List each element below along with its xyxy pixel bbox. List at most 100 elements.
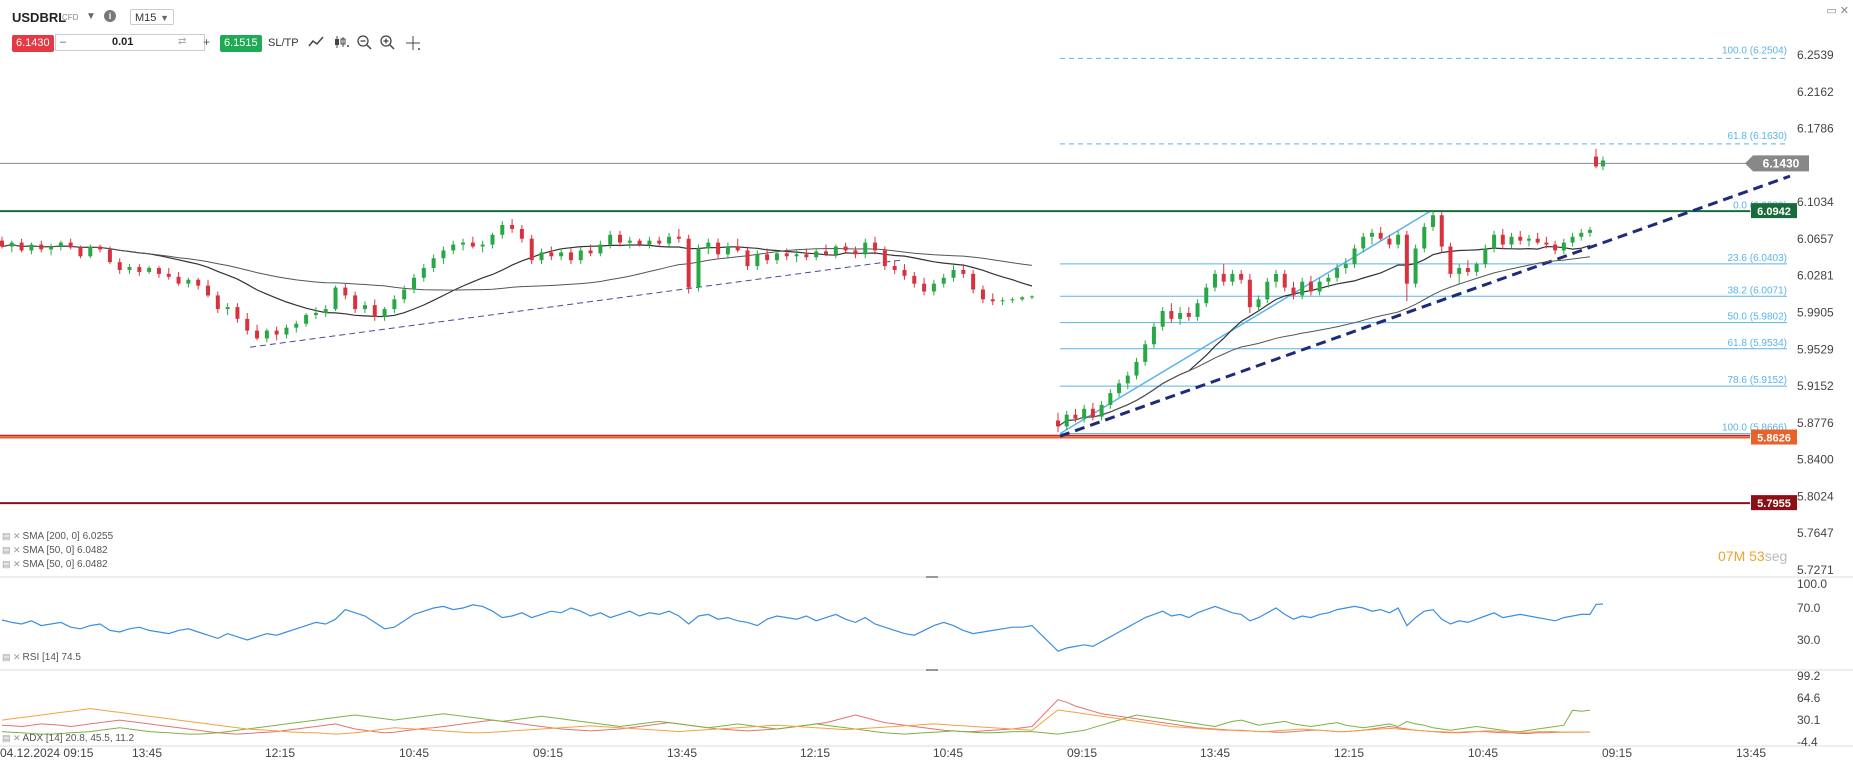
candle <box>814 248 819 261</box>
symbol-name[interactable]: USDBRL <box>12 10 67 25</box>
zoom-in-icon[interactable] <box>380 35 395 50</box>
increase-button[interactable]: + <box>203 35 211 49</box>
candle-body <box>1265 281 1270 300</box>
x-tick-label: 04.12.2024 09:15 <box>0 746 94 760</box>
candle-body <box>1343 264 1348 269</box>
candle-body <box>843 246 848 251</box>
candle <box>1317 277 1322 296</box>
sma-200-legend[interactable]: ▤ ✕ SMA [200, 0] 6.0255 <box>2 531 114 542</box>
candle <box>843 242 848 253</box>
candle <box>294 320 299 333</box>
candle-body <box>1431 215 1436 227</box>
candle <box>1601 156 1605 171</box>
candle <box>598 240 603 257</box>
candle <box>196 277 201 290</box>
candle <box>863 238 868 259</box>
candle-body <box>745 250 750 267</box>
sma-50-legend-2[interactable]: ▤ ✕ SMA [50, 0] 6.0482 <box>2 559 108 570</box>
candle <box>1151 322 1156 349</box>
decrease-button[interactable]: – <box>60 36 67 48</box>
line-chart-icon[interactable] <box>308 35 324 49</box>
candle <box>1186 307 1191 321</box>
sma-50-legend[interactable]: ▤ ✕ SMA [50, 0] 6.0482 <box>2 545 108 556</box>
candle-body <box>1474 264 1479 272</box>
candle-body <box>1178 312 1183 319</box>
candle <box>490 232 495 249</box>
candle-body <box>1160 311 1165 327</box>
price-level-tag <box>1751 203 1797 219</box>
candle <box>1265 277 1270 304</box>
candle-body <box>755 254 760 267</box>
candle-body <box>333 287 338 310</box>
candle <box>1056 412 1060 433</box>
timeframe-select[interactable]: M15 ▼ <box>130 9 174 25</box>
candle <box>206 279 210 298</box>
crosshair-icon[interactable] <box>405 35 421 51</box>
candle <box>578 246 583 265</box>
window-controls[interactable]: ▭ ✕ <box>1826 5 1849 17</box>
candle-body <box>107 249 112 263</box>
rsi-legend[interactable]: ▤ ✕ RSI [14] 74.5 <box>2 652 81 663</box>
candle <box>313 307 318 319</box>
zoom-out-icon[interactable] <box>357 35 372 50</box>
candle <box>824 244 828 257</box>
swap-icon[interactable]: ⇄ <box>178 36 187 47</box>
candle-body <box>637 240 642 245</box>
candle-body <box>1518 236 1523 241</box>
candle-body <box>304 314 309 324</box>
fib-extension-label: 100.0 (6.2504) <box>1722 45 1787 56</box>
candle <box>412 273 416 294</box>
x-tick-label: 12:15 <box>265 746 295 760</box>
candle <box>1448 242 1453 278</box>
quantity-input[interactable]: 0.01 <box>112 36 134 48</box>
candle-body <box>225 307 230 310</box>
buy-price-button[interactable]: 6.1515 <box>220 35 262 52</box>
candle-body <box>529 238 534 261</box>
adx-legend[interactable]: ▤ ✕ ADX [14] 20.8, 45.5, 11.2 <box>2 733 135 744</box>
candle <box>971 269 976 294</box>
candle-body <box>1500 234 1505 245</box>
rsi-tick-label: 100.0 <box>1797 577 1827 591</box>
candle-body <box>480 244 485 247</box>
sltp-button[interactable]: SL/TP <box>268 37 299 49</box>
candle <box>1396 230 1401 249</box>
candle-body <box>1317 281 1322 292</box>
info-icon[interactable]: i <box>104 10 116 22</box>
candle <box>931 279 936 296</box>
candle-body <box>186 279 191 284</box>
candle-body <box>1601 160 1605 167</box>
fib-retracement-label: 38.2 (6.0071) <box>1728 285 1788 296</box>
candle <box>1178 307 1183 325</box>
candle-body <box>1125 375 1130 384</box>
candle-body <box>215 295 220 310</box>
quantity-stepper[interactable]: – 0.01 ⇄ <box>55 34 205 51</box>
x-tick-label: 12:15 <box>800 746 830 760</box>
candle-body <box>1300 281 1305 296</box>
candle <box>147 266 152 274</box>
x-tick-label: 10:45 <box>1468 746 1498 760</box>
candle-body <box>922 283 927 292</box>
sell-price-button[interactable]: 6.1430 <box>12 35 54 52</box>
x-tick-label: 13:45 <box>1200 746 1230 760</box>
candle <box>1465 260 1470 276</box>
rsi-tick-label: 30.0 <box>1797 633 1821 647</box>
candle-body <box>1544 242 1549 245</box>
candles-icon[interactable] <box>334 35 350 49</box>
caret-down-icon[interactable]: ▼ <box>86 11 96 22</box>
candle <box>1221 264 1226 286</box>
candle-body <box>1000 300 1005 302</box>
candle-body <box>412 277 416 290</box>
candle <box>1274 269 1279 288</box>
candle <box>343 283 348 300</box>
candle-body <box>1221 273 1226 282</box>
candle-body <box>206 285 210 296</box>
candle <box>1020 296 1025 302</box>
candle <box>951 264 956 282</box>
y-tick-label: 5.8024 <box>1797 489 1834 503</box>
candle-body <box>608 234 613 245</box>
adx-tick-label: 30.1 <box>1797 713 1821 727</box>
candle-body <box>1509 236 1514 245</box>
x-tick-label: 13:45 <box>667 746 697 760</box>
candle-body <box>833 246 838 255</box>
